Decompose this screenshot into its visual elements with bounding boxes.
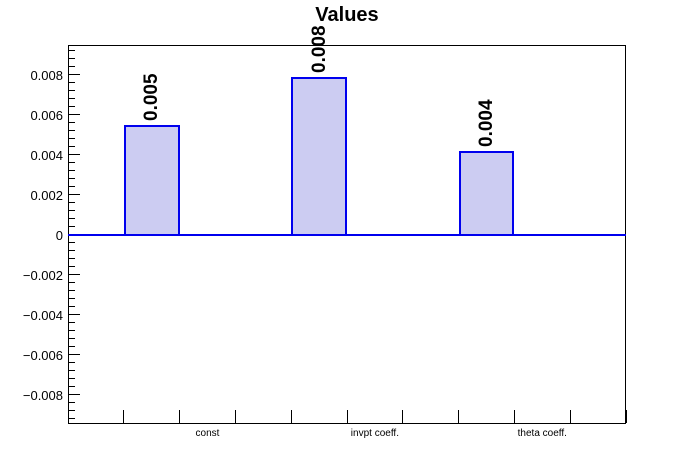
y-axis-major-tick — [69, 114, 80, 115]
x-axis-tick — [513, 410, 515, 423]
y-axis-minor-tick — [69, 90, 75, 91]
y-axis-minor-tick — [69, 298, 75, 299]
x-axis-tick — [569, 410, 571, 423]
y-axis-minor-tick — [69, 370, 75, 371]
y-axis-minor-tick — [69, 346, 75, 347]
x-axis-tick — [234, 410, 236, 423]
y-axis-minor-tick — [69, 98, 75, 99]
y-axis-tick-label: 0.006 — [30, 107, 63, 123]
x-axis-tick — [458, 410, 460, 423]
y-axis-minor-tick — [69, 338, 75, 339]
y-axis-minor-tick — [69, 266, 75, 267]
x-axis-tick — [290, 410, 292, 423]
y-axis-major-tick — [69, 354, 80, 355]
y-axis-major-tick — [69, 154, 80, 155]
y-axis-minor-tick — [69, 146, 75, 147]
y-axis-minor-tick — [69, 410, 75, 411]
zero-axis-line — [68, 233, 626, 236]
chart-title: Values — [315, 4, 379, 26]
y-axis-major-tick — [69, 194, 80, 195]
y-axis-minor-tick — [69, 306, 75, 307]
y-axis-minor-tick — [69, 226, 75, 227]
y-axis-minor-tick — [69, 122, 75, 123]
y-axis-minor-tick — [69, 50, 75, 51]
bar-value-label: 0.008 — [308, 25, 330, 74]
y-axis-minor-tick — [69, 130, 75, 131]
y-axis-minor-tick — [69, 330, 75, 331]
y-axis-minor-tick — [69, 106, 75, 107]
y-axis-minor-tick — [69, 162, 75, 163]
x-axis-category-label: invpt coeff. — [350, 428, 399, 439]
y-axis-minor-tick — [69, 362, 75, 363]
y-axis-tick-label: 0.004 — [30, 147, 63, 163]
y-axis-major-tick — [69, 74, 80, 75]
y-axis-minor-tick — [69, 138, 75, 139]
bar — [458, 151, 515, 237]
y-axis-minor-tick — [69, 378, 75, 379]
x-axis-category-label: theta coeff. — [517, 428, 567, 439]
y-axis-tick-label: −0.006 — [22, 347, 63, 363]
x-axis-tick — [346, 410, 348, 423]
y-axis-minor-tick — [69, 186, 75, 187]
y-axis-tick-label: 0.002 — [30, 187, 63, 203]
y-axis-major-tick — [69, 394, 80, 395]
y-axis-minor-tick — [69, 170, 75, 171]
y-axis-minor-tick — [69, 66, 75, 67]
x-axis-category-label: const — [195, 428, 220, 439]
y-axis-minor-tick — [69, 290, 75, 291]
y-axis-minor-tick — [69, 418, 75, 419]
y-axis-tick-label: −0.004 — [22, 307, 63, 323]
y-axis-minor-tick — [69, 250, 75, 251]
y-axis-minor-tick — [69, 82, 75, 83]
y-axis-minor-tick — [69, 218, 75, 219]
y-axis-tick-label: 0.008 — [30, 67, 63, 83]
y-axis-minor-tick — [69, 258, 75, 259]
bar-value-label: 0.005 — [141, 73, 163, 122]
y-axis-minor-tick — [69, 322, 75, 323]
x-axis-tick — [123, 410, 125, 423]
y-axis-minor-tick — [69, 178, 75, 179]
y-axis-minor-tick — [69, 386, 75, 387]
bar-value-label: 0.004 — [476, 99, 497, 148]
y-axis-minor-tick — [69, 282, 75, 283]
y-axis-minor-tick — [69, 58, 75, 59]
y-axis-minor-tick — [69, 202, 75, 203]
x-axis-tick — [179, 410, 181, 423]
y-axis-tick-label: −0.002 — [22, 267, 63, 283]
bar — [123, 125, 180, 237]
y-axis-major-tick — [69, 274, 80, 275]
x-axis-tick — [402, 410, 404, 423]
bar — [291, 77, 347, 237]
x-axis-tick — [67, 410, 69, 423]
y-axis-minor-tick — [69, 402, 75, 403]
y-axis-tick-label: 0 — [55, 227, 63, 243]
y-axis-tick-label: −0.008 — [22, 387, 63, 403]
y-axis-major-tick — [69, 314, 80, 315]
x-axis-tick — [625, 410, 627, 423]
y-axis-minor-tick — [69, 210, 75, 211]
y-axis-minor-tick — [69, 242, 75, 243]
